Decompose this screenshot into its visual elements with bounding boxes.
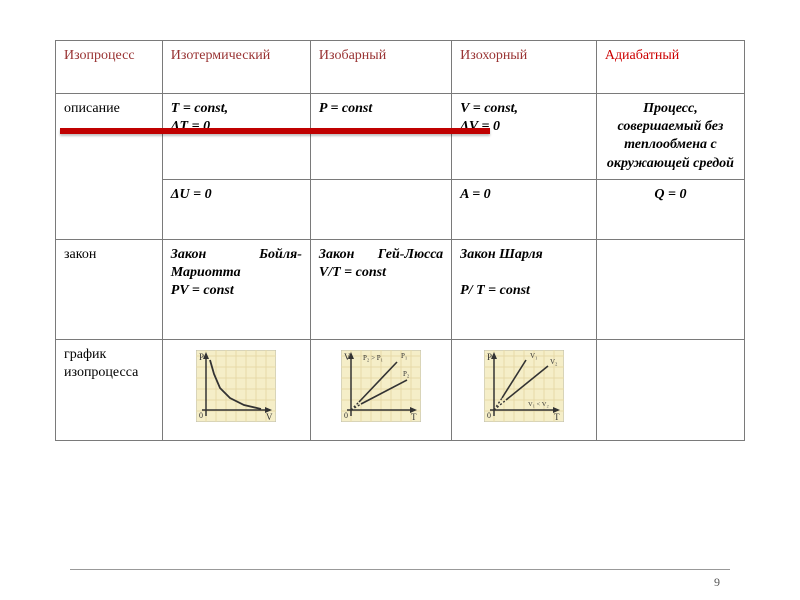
isobaric-empty: [310, 179, 451, 239]
isobaric-law-cell: Закон Гей-Люсса V/T = const: [310, 239, 451, 339]
isothermal-eq-cell-2: ΔU = 0: [162, 179, 310, 239]
law-name: Закон Гей-Люсса: [319, 246, 443, 264]
graph-wrapper: V T 0 P₂ > P₁ P₁ P₂: [319, 346, 443, 424]
svg-text:0: 0: [344, 411, 348, 420]
graph-row: график изопроцесса P V 0 V T 0 P₂ > P₁ P₁ P₂ P T…: [56, 339, 745, 440]
svg-text:P₂: P₂: [403, 370, 410, 378]
header-isobaric: Изобарный: [310, 41, 451, 94]
law-eq: P/ T = const: [460, 283, 530, 298]
isochoric-graph: P T 0 V₁ V₂ V₁ < V₂: [484, 350, 564, 422]
page-number: 9: [714, 575, 720, 590]
svg-text:P: P: [199, 352, 204, 362]
svg-text:0: 0: [199, 411, 203, 420]
law-name: Закон Бойля-Мариотта: [171, 246, 302, 282]
eq-text: T = const,: [171, 101, 228, 116]
eq-text: V = const,: [460, 101, 518, 116]
svg-text:0: 0: [487, 411, 491, 420]
description-label: описание: [56, 94, 163, 240]
header-process: Изопроцесс: [56, 41, 163, 94]
page-content: Изопроцесс Изотермический Изобарный Изох…: [0, 0, 800, 471]
isothermal-eq-cell-1: T = const, ΔT = 0: [162, 94, 310, 180]
isobaric-graph: V T 0 P₂ > P₁ P₁ P₂: [341, 350, 421, 422]
red-underline-bar: [60, 128, 490, 134]
graph-wrapper: P T 0 V₁ V₂ V₁ < V₂: [460, 346, 588, 424]
graph-label: график изопроцесса: [56, 339, 163, 440]
law-row: закон Закон Бойля-Мариотта PV = const За…: [56, 239, 745, 339]
svg-text:V₁: V₁: [530, 352, 538, 360]
svg-text:V₂: V₂: [550, 358, 558, 366]
law-name: Закон Шарля: [460, 247, 543, 262]
svg-text:T: T: [554, 412, 560, 422]
graph-wrapper: P V 0: [171, 346, 302, 424]
law-eq: PV = const: [171, 283, 234, 298]
isochoric-eq-cell-2: A = 0: [452, 179, 597, 239]
svg-text:V: V: [344, 352, 351, 362]
adiabatic-desc-cell: Процесс, совершаемый без теплообмена с о…: [596, 94, 744, 180]
adiabatic-law-empty: [596, 239, 744, 339]
svg-text:V: V: [266, 412, 273, 422]
isothermal-law-cell: Закон Бойля-Мариотта PV = const: [162, 239, 310, 339]
isoprocess-table: Изопроцесс Изотермический Изобарный Изох…: [55, 40, 745, 441]
adiabatic-graph-empty: [596, 339, 744, 440]
isobaric-eq-cell-1: P = const: [310, 94, 451, 180]
header-isothermal: Изотермический: [162, 41, 310, 94]
svg-text:V₁ < V₂: V₁ < V₂: [528, 401, 549, 408]
isobaric-graph-cell: V T 0 P₂ > P₁ P₁ P₂: [310, 339, 451, 440]
law-label: закон: [56, 239, 163, 339]
svg-text:P₁: P₁: [401, 352, 407, 360]
description-row-1: описание T = const, ΔT = 0 P = const V =…: [56, 94, 745, 180]
isothermal-graph: P V 0: [196, 350, 276, 422]
table-header-row: Изопроцесс Изотермический Изобарный Изох…: [56, 41, 745, 94]
svg-text:T: T: [411, 412, 417, 422]
footer-divider: [70, 569, 730, 570]
svg-text:P: P: [487, 352, 492, 362]
law-eq: V/T = const: [319, 265, 386, 280]
isochoric-eq-cell-1: V = const, ΔV = 0: [452, 94, 597, 180]
isothermal-graph-cell: P V 0: [162, 339, 310, 440]
isochoric-law-cell: Закон Шарля P/ T = const: [452, 239, 597, 339]
isochoric-graph-cell: P T 0 V₁ V₂ V₁ < V₂: [452, 339, 597, 440]
svg-text:P₂ > P₁: P₂ > P₁: [363, 354, 383, 362]
header-adiabatic: Адиабатный: [596, 41, 744, 94]
adiabatic-q-cell: Q = 0: [596, 179, 744, 239]
header-isochoric: Изохорный: [452, 41, 597, 94]
